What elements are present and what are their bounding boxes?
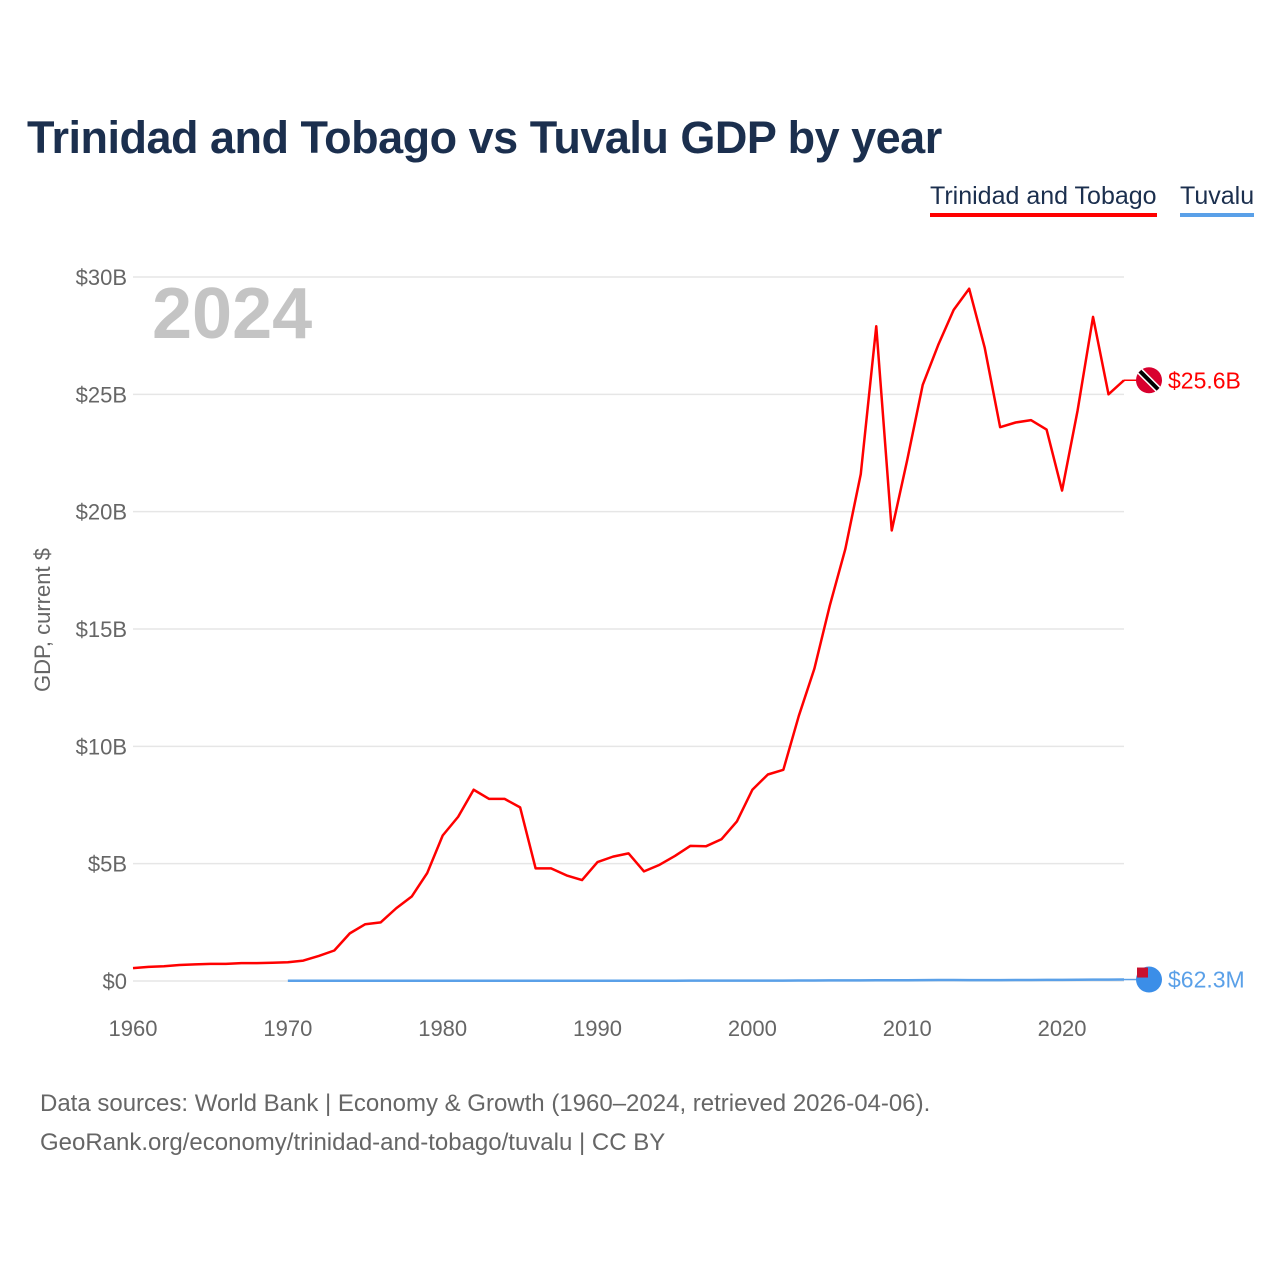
x-tick-label: 2010 [883, 1016, 932, 1041]
x-tick-label: 1980 [418, 1016, 467, 1041]
footer-sources: Data sources: World Bank | Economy & Gro… [40, 1090, 931, 1117]
flag-union-jack [1137, 967, 1148, 978]
y-tick-label: $5B [88, 852, 127, 877]
x-tick-label: 1970 [263, 1016, 312, 1041]
footer: Data sources: World Bank | Economy & Gro… [40, 1084, 930, 1162]
series-line-trinidad-and-tobago [132, 287, 1125, 970]
end-value-label: $25.6B [1168, 367, 1241, 393]
year-watermark: 2024 [152, 274, 312, 354]
y-tick-label: $0 [103, 969, 127, 994]
chart-title: Trinidad and Tobago vs Tuvalu GDP by yea… [27, 112, 942, 163]
legend-tuvalu[interactable]: Tuvalu [1180, 182, 1255, 217]
footer-link[interactable]: GeoRank.org/economy/trinidad-and-tobago/… [40, 1129, 666, 1156]
y-tick-label: $30B [76, 265, 127, 290]
x-tick-label: 1960 [109, 1016, 158, 1041]
x-tick-label: 2020 [1038, 1016, 1087, 1041]
series-line-tuvalu [287, 978, 1125, 983]
y-tick-label: $25B [76, 382, 127, 407]
y-tick-label: $10B [76, 734, 127, 759]
end-value-label: $62.3M [1168, 967, 1245, 993]
x-tick-label: 2000 [728, 1016, 777, 1041]
x-tick-label: 1990 [573, 1016, 622, 1041]
y-tick-label: $15B [76, 617, 127, 642]
y-axis-label: GDP, current $ [30, 548, 55, 692]
y-tick-label: $20B [76, 500, 127, 525]
legend-trinidad-and-tobago[interactable]: Trinidad and Tobago [930, 182, 1157, 217]
flag-stripe [1138, 369, 1160, 391]
